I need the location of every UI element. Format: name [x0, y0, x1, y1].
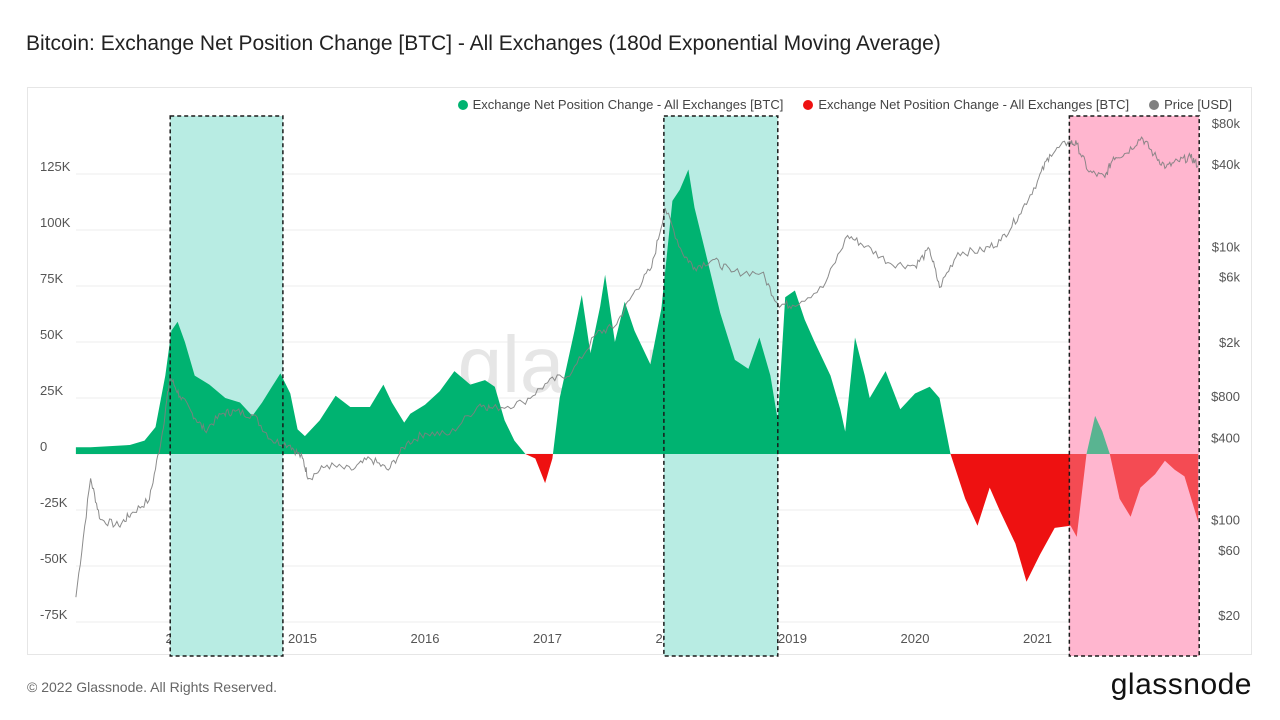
y-left-tick-label: 25K [40, 383, 63, 398]
price-line [75, 136, 1199, 598]
legend-label: Exchange Net Position Change - All Excha… [472, 97, 784, 112]
legend-dot-green-icon [457, 99, 468, 110]
y-left-tick-label: -50K [40, 551, 68, 566]
legend-dot-gray-icon [1149, 99, 1160, 110]
x-tick-label: 2015 [288, 631, 317, 646]
y-right-tick-label: $6k [1219, 270, 1240, 285]
legend: Exchange Net Position Change - All Excha… [457, 97, 1232, 112]
highlight-band-border [663, 115, 779, 657]
y-left-tick-label: -25K [40, 495, 68, 510]
y-right-tick-label: $80k [1212, 116, 1241, 131]
y-right-tick-label: $10k [1212, 239, 1241, 254]
y-right-tick-label: $400 [1211, 430, 1240, 445]
y-left-tick-label: 75K [40, 271, 63, 286]
legend-label: Exchange Net Position Change - All Excha… [818, 97, 1130, 112]
highlight-band-overlay [1069, 116, 1200, 656]
highlight-band [1069, 116, 1200, 656]
chart-title: Bitcoin: Exchange Net Position Change [B… [26, 32, 941, 55]
y-right-tick-label: $60 [1218, 543, 1240, 558]
y-left-tick-label: -75K [40, 607, 68, 622]
y-right-tick-label: $40k [1212, 157, 1241, 172]
glassnode-logo: glassnode [1110, 668, 1252, 701]
x-tick-label: 2017 [533, 631, 562, 646]
x-tick-label: 2016 [411, 631, 440, 646]
net-position-positive-area [75, 169, 1198, 454]
highlight-band-border [169, 115, 284, 657]
y-left-tick-label: 0 [40, 439, 47, 454]
y-right-tick-label: $2k [1219, 335, 1240, 350]
highlight-band-border [1068, 115, 1200, 657]
legend-label: Price [USD] [1164, 97, 1232, 112]
copyright: © 2022 Glassnode. All Rights Reserved. [27, 679, 278, 695]
y-left-tick-label: 50K [40, 327, 63, 342]
y-right-tick-label: $800 [1211, 389, 1240, 404]
x-tick-label: 2019 [778, 631, 807, 646]
y-right-tick-label: $20 [1218, 608, 1240, 623]
chart-frame [27, 87, 1252, 655]
legend-dot-red-icon [803, 99, 814, 110]
y-left-tick-label: 125K [40, 159, 71, 174]
y-left-tick-label: 100K [40, 215, 71, 230]
legend-item-outflow[interactable]: Exchange Net Position Change - All Excha… [803, 97, 1129, 112]
legend-item-inflow[interactable]: Exchange Net Position Change - All Excha… [457, 97, 784, 112]
x-tick-label: 2020 [901, 631, 930, 646]
legend-item-price[interactable]: Price [USD] [1149, 97, 1232, 112]
y-right-tick-label: $100 [1211, 513, 1240, 528]
x-tick-label: 2021 [1023, 631, 1052, 646]
